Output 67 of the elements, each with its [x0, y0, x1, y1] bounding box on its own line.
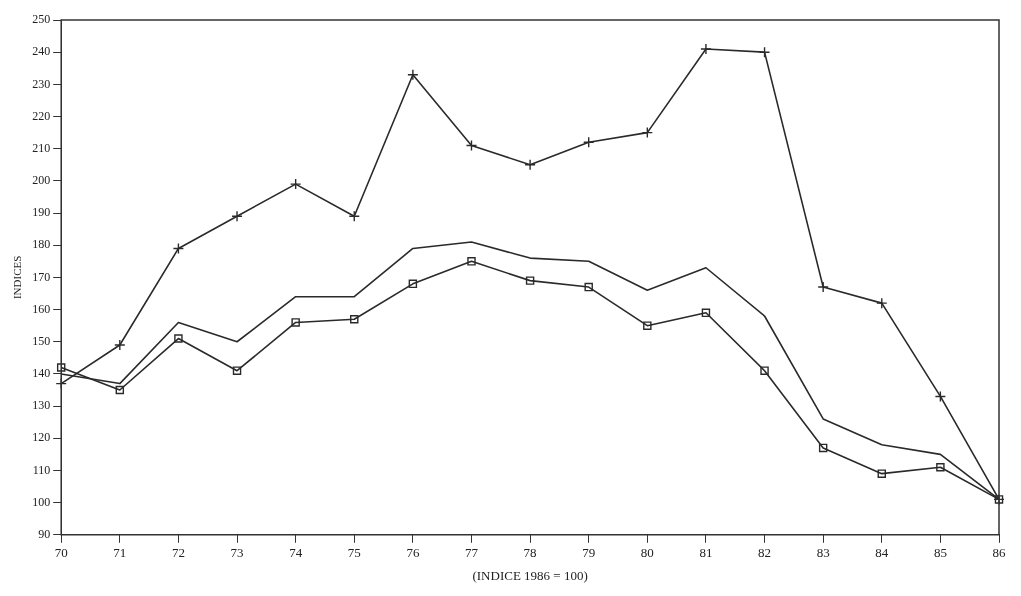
x-tick-label: 79 [582, 545, 596, 561]
point [232, 366, 242, 375]
x-tick-label: 83 [816, 545, 830, 561]
point [760, 366, 769, 375]
point [758, 46, 771, 58]
y-tick-label: 220 [32, 108, 51, 123]
x-tick-label: 73 [230, 545, 244, 561]
point [643, 321, 652, 330]
x-tick-label: 78 [523, 545, 537, 561]
point [289, 178, 302, 190]
point [407, 69, 419, 81]
point [701, 308, 711, 318]
point [936, 463, 945, 472]
x-tick-label: 82 [758, 545, 772, 561]
x-tick-label: 85 [933, 545, 947, 561]
x-tick-label: 77 [464, 545, 479, 561]
x-tick-label: 80 [640, 545, 654, 561]
point [877, 469, 887, 478]
y-tick-label: 250 [32, 12, 51, 27]
x-tick-label: 81 [699, 545, 713, 561]
y-tick-label: 170 [32, 269, 51, 284]
point [115, 385, 125, 395]
y-tick-label: 90 [38, 526, 51, 541]
point [584, 282, 593, 292]
x-tick-label: 70 [54, 545, 68, 561]
point [934, 390, 947, 403]
point [524, 159, 536, 171]
point [114, 339, 126, 351]
y-tick-label: 240 [32, 44, 51, 59]
x-tick-label: 74 [289, 545, 303, 561]
x-tick-label: 76 [406, 545, 420, 561]
y-axis-title: INDICES [11, 255, 24, 300]
x-tick-label: 72 [171, 545, 185, 561]
point [172, 242, 185, 255]
point [641, 126, 654, 139]
y-tick-label: 160 [32, 301, 51, 316]
point [291, 318, 300, 327]
y-tick-label: 140 [32, 366, 51, 381]
point [348, 210, 360, 222]
y-tick-label: 200 [32, 173, 51, 188]
y-tick-label: 150 [32, 333, 51, 348]
y-tick-label: 130 [32, 398, 51, 413]
x-tick-label: 84 [875, 545, 889, 561]
y-tick-label: 110 [32, 462, 51, 477]
x-axis-title: (INDICE 1986 = 100) [472, 567, 588, 583]
point [408, 279, 418, 289]
point [525, 276, 535, 285]
point [876, 297, 888, 309]
x-tick-label: 71 [113, 545, 127, 561]
y-tick-label: 180 [32, 237, 51, 252]
y-tick-label: 210 [32, 140, 51, 155]
y-tick-label: 120 [32, 430, 51, 445]
point [56, 363, 66, 372]
y-tick-label: 230 [32, 76, 51, 91]
point [350, 314, 359, 324]
point [231, 210, 243, 222]
x-tick-label: 86 [992, 545, 1006, 561]
point [583, 136, 595, 148]
y-tick-label: 190 [32, 205, 51, 220]
point [467, 257, 476, 266]
point [700, 43, 712, 55]
x-tick-label: 75 [347, 545, 361, 561]
point [465, 139, 478, 152]
point [174, 334, 183, 343]
y-tick-label: 100 [32, 494, 51, 509]
point [817, 281, 829, 293]
point [818, 443, 828, 453]
